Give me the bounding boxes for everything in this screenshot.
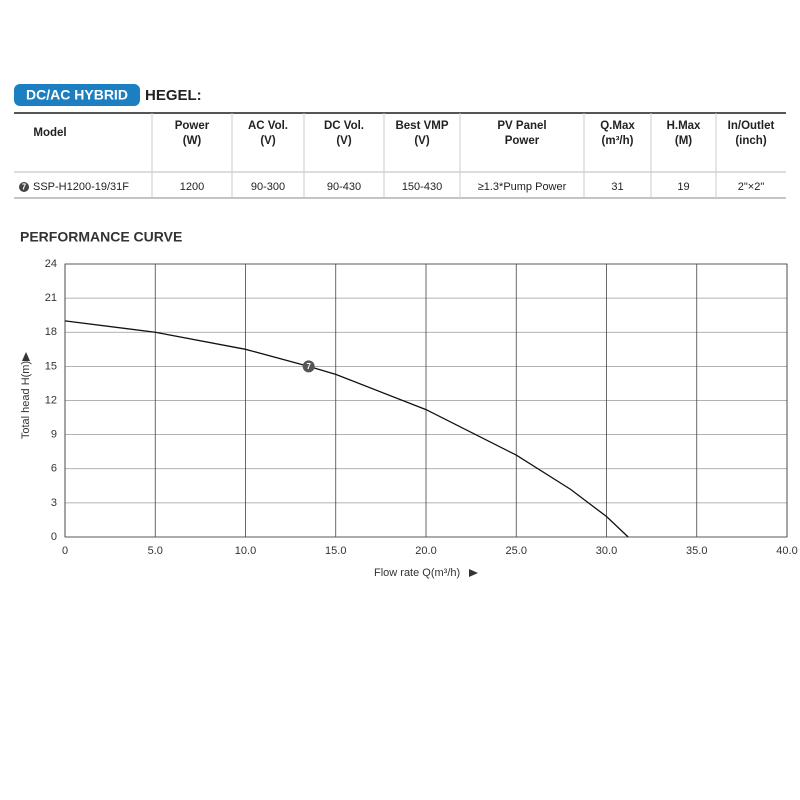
y-tick-label: 0 xyxy=(51,531,57,543)
table-cell: 2"×2" xyxy=(738,181,765,193)
column-header: Power xyxy=(175,120,210,132)
column-header: H.Max xyxy=(667,120,701,132)
curve xyxy=(64,320,629,538)
table-cell: 19 xyxy=(677,181,689,193)
column-header: AC Vol. xyxy=(248,120,288,132)
y-tick-label: 18 xyxy=(45,326,57,338)
y-axis-label: Total head H(m) xyxy=(20,361,32,439)
column-header: Best VMP xyxy=(395,120,448,132)
column-header: (inch) xyxy=(735,135,766,147)
x-tick-label: 35.0 xyxy=(686,545,707,557)
table-cell: 1200 xyxy=(180,181,204,193)
column-header: (V) xyxy=(336,135,352,147)
column-header: Q.Max xyxy=(600,120,635,132)
chart-title: PERFORMANCE CURVE xyxy=(20,229,182,245)
badge-bg xyxy=(14,84,140,106)
annotation-marker xyxy=(302,360,315,373)
column-header: (V) xyxy=(260,135,276,147)
x-tick-label: 15.0 xyxy=(325,545,346,557)
x-tick-label: 10.0 xyxy=(235,545,256,557)
y-tick-label: 12 xyxy=(45,394,57,406)
annotation-text: 7 xyxy=(306,362,311,371)
x-tick-label: 20.0 xyxy=(415,545,436,557)
table-cell: SSP-H1200-19/31F xyxy=(33,181,129,193)
y-tick-label: 21 xyxy=(45,292,57,304)
header-title: HEGEL: xyxy=(145,87,202,104)
x-tick-label: 25.0 xyxy=(506,545,527,557)
column-header: (W) xyxy=(183,135,202,147)
y-tick-label: 3 xyxy=(51,497,57,509)
column-header: DC Vol. xyxy=(324,120,364,132)
column-header: Power xyxy=(505,135,540,147)
x-tick-label: 40.0 xyxy=(776,545,797,557)
column-header: PV Panel xyxy=(497,120,546,132)
y-tick-label: 15 xyxy=(45,360,57,372)
badge: DC/AC HYBRID xyxy=(26,87,128,103)
column-header: In/Outlet xyxy=(728,120,775,132)
table-cell: 150-430 xyxy=(402,181,442,193)
x-axis-label: Flow rate Q(m³/h) xyxy=(374,567,460,579)
x-tick-label: 5.0 xyxy=(148,545,163,557)
y-tick-label: 6 xyxy=(51,463,57,475)
model-marker-bg xyxy=(19,182,29,192)
column-header: (M) xyxy=(675,135,692,147)
y-axis-arrow xyxy=(22,352,30,361)
table-cell: ≥1.3*Pump Power xyxy=(478,181,567,193)
column-header: (V) xyxy=(414,135,430,147)
x-tick-label: 30.0 xyxy=(596,545,617,557)
column-header: Model xyxy=(33,127,66,139)
table-cell: 90-430 xyxy=(327,181,361,193)
column-header: (m³/h) xyxy=(602,135,634,147)
y-tick-label: 9 xyxy=(51,429,57,441)
y-tick-label: 24 xyxy=(45,258,57,270)
table-cell: 90-300 xyxy=(251,181,285,193)
plot-frame xyxy=(64,263,788,538)
model-marker: 7 xyxy=(22,183,27,192)
table-cell: 31 xyxy=(611,181,623,193)
x-tick-label: 0 xyxy=(62,545,68,557)
x-axis-arrow xyxy=(469,569,478,577)
